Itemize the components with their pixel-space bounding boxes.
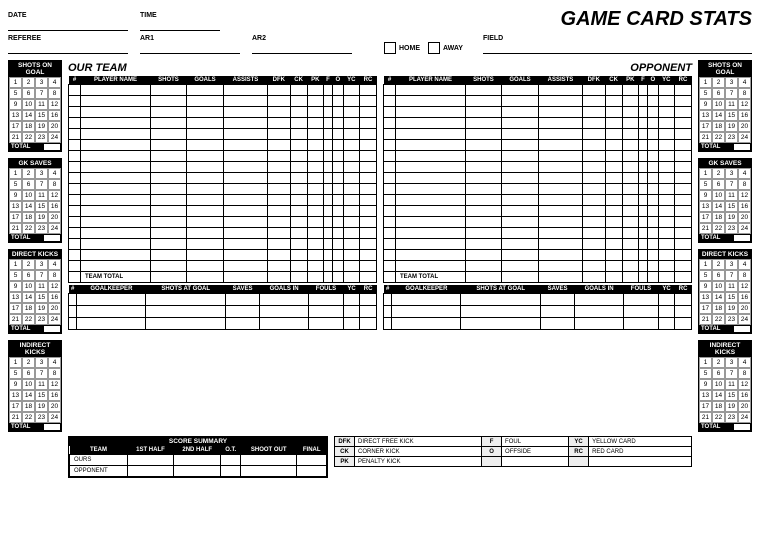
our-team-header: OUR TEAM xyxy=(68,60,377,76)
tally-header: DIRECT KICKS xyxy=(699,250,751,259)
tally-box: GK SAVES 1234567891011121314151617181920… xyxy=(698,158,752,243)
opp-gk-table: #GOALKEEPERSHOTS AT GOALSAVESGOALS INFOU… xyxy=(383,285,692,330)
right-tally-col: SHOTS ON GOAL 12345678910111213141516171… xyxy=(698,60,752,432)
tally-box: INDIRECT KICKS 1234567891011121314151617… xyxy=(8,340,62,432)
away-label: AWAY xyxy=(443,45,463,52)
tally-header: SHOTS ON GOAL xyxy=(699,61,751,77)
tally-box: INDIRECT KICKS 1234567891011121314151617… xyxy=(698,340,752,432)
referee-input[interactable] xyxy=(8,42,128,54)
score-summary: SCORE SUMMARY TEAM1ST HALF2ND HALFO.T.SH… xyxy=(68,436,328,478)
score-table: TEAM1ST HALF2ND HALFO.T.SHOOT OUTFINALOU… xyxy=(69,446,327,477)
home-checkbox[interactable] xyxy=(384,42,396,54)
our-player-table: #PLAYER NAMESHOTSGOALSASSISTSDFKCKPKFOYC… xyxy=(68,76,377,283)
tally-header: GK SAVES xyxy=(9,159,61,168)
left-tally-col: SHOTS ON GOAL 12345678910111213141516171… xyxy=(8,60,62,432)
tally-box: DIRECT KICKS 123456789101112131415161718… xyxy=(8,249,62,334)
tally-box: SHOTS ON GOAL 12345678910111213141516171… xyxy=(698,60,752,152)
ar2-label: AR2 xyxy=(252,35,352,42)
bottom-row: SCORE SUMMARY TEAM1ST HALF2ND HALFO.T.SH… xyxy=(8,436,752,478)
legend-table: DFKDIRECT FREE KICKFFOULYCYELLOW CARDCKC… xyxy=(334,436,692,467)
field-input[interactable] xyxy=(483,42,752,54)
page-title: GAME CARD STATS xyxy=(561,8,752,31)
tally-header: GK SAVES xyxy=(699,159,751,168)
opp-player-table: #PLAYER NAMESHOTSGOALSASSISTSDFKCKPKFOYC… xyxy=(383,76,692,283)
our-gk-table: #GOALKEEPERSHOTS AT GOALSAVESGOALS INFOU… xyxy=(68,285,377,330)
our-team-section: OUR TEAM #PLAYER NAMESHOTSGOALSASSISTSDF… xyxy=(68,60,377,432)
referee-label: REFEREE xyxy=(8,35,128,42)
opponent-header: OPPONENT xyxy=(383,60,692,76)
field-label: FIELD xyxy=(483,35,752,42)
tally-box: SHOTS ON GOAL 12345678910111213141516171… xyxy=(8,60,62,152)
time-label: TIME xyxy=(140,12,220,19)
home-label: HOME xyxy=(399,45,420,52)
tally-header: DIRECT KICKS xyxy=(9,250,61,259)
header-row-1: DATE TIME GAME CARD STATS xyxy=(8,8,752,31)
time-input[interactable] xyxy=(140,19,220,31)
ar1-input[interactable] xyxy=(140,42,240,54)
tally-box: DIRECT KICKS 123456789101112131415161718… xyxy=(698,249,752,334)
ar1-label: AR1 xyxy=(140,35,240,42)
score-summary-title: SCORE SUMMARY xyxy=(69,437,327,446)
tally-box: GK SAVES 1234567891011121314151617181920… xyxy=(8,158,62,243)
tally-header: INDIRECT KICKS xyxy=(699,341,751,357)
ar2-input[interactable] xyxy=(252,42,352,54)
date-label: DATE xyxy=(8,12,128,19)
opponent-section: OPPONENT #PLAYER NAMESHOTSGOALSASSISTSDF… xyxy=(383,60,692,432)
tally-header: INDIRECT KICKS xyxy=(9,341,61,357)
tally-header: SHOTS ON GOAL xyxy=(9,61,61,77)
date-input[interactable] xyxy=(8,19,128,31)
main-area: SHOTS ON GOAL 12345678910111213141516171… xyxy=(8,60,752,432)
away-checkbox[interactable] xyxy=(428,42,440,54)
header-row-2: REFEREE AR1 AR2 HOME AWAY FIELD xyxy=(8,35,752,54)
